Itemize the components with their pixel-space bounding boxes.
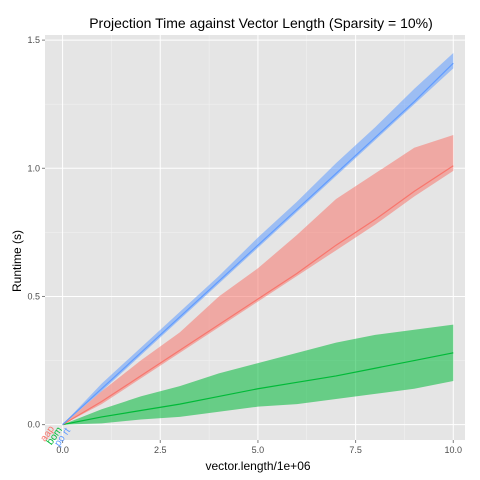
series-line <box>62 165 454 426</box>
x-tick-label: 0.0 <box>56 445 69 455</box>
x-tick-label: 5.0 <box>252 445 265 455</box>
series-layer <box>62 52 454 426</box>
x-axis-title: vector.length/1e+06 <box>205 459 310 473</box>
y-tick-label: 0.0 <box>27 420 40 430</box>
series-band <box>62 134 454 425</box>
y-tick-label: 1.0 <box>27 163 40 173</box>
series-band <box>62 52 454 425</box>
series-line <box>62 352 454 426</box>
y-axis-title: Runtime (s) <box>10 230 24 292</box>
x-tick-label: 10.0 <box>445 445 463 455</box>
series-band <box>62 324 454 425</box>
x-tick-label: 2.5 <box>154 445 167 455</box>
y-tick-label: 0.5 <box>27 291 40 301</box>
y-tick-label: 1.5 <box>27 35 40 45</box>
series-line <box>62 62 454 426</box>
x-tick-label: 7.5 <box>349 445 362 455</box>
ticks: 0.0 2.5 5.0 7.5 10.0 0.0 0.5 1.0 1.5 <box>27 35 462 455</box>
chart-title: Projection Time against Vector Length (S… <box>89 15 433 31</box>
